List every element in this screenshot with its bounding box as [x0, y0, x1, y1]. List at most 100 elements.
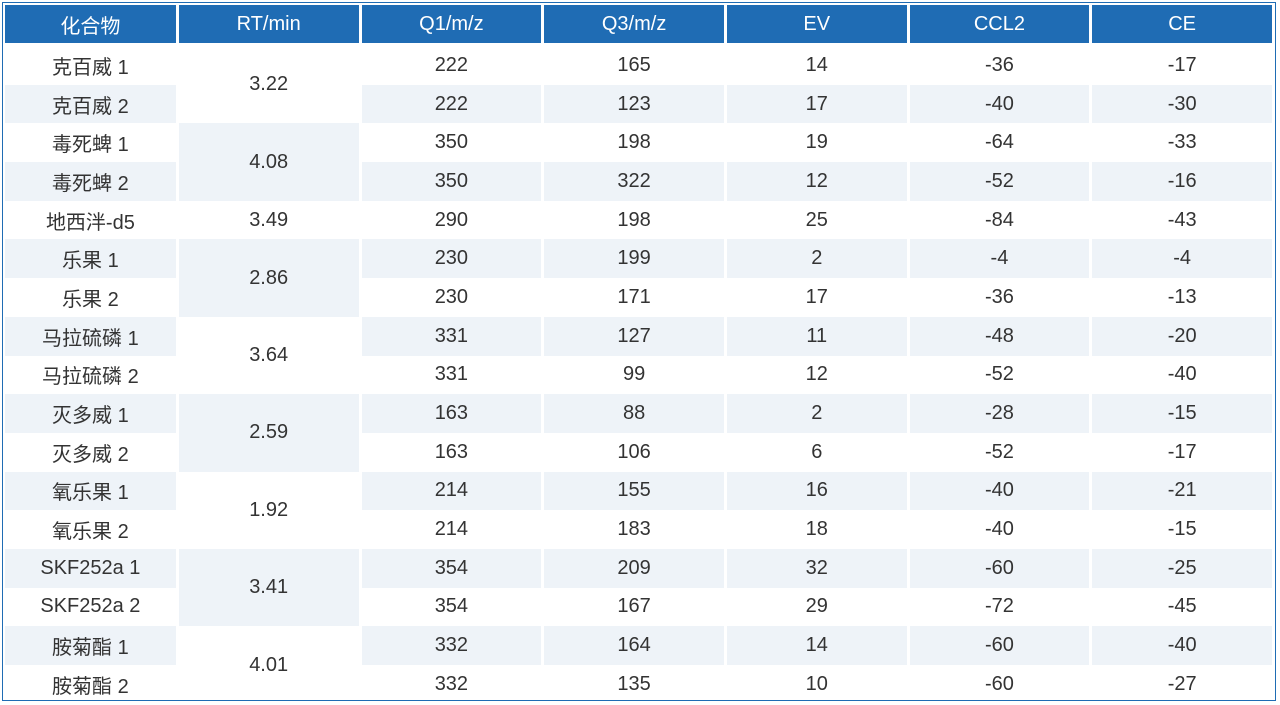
cell-compound: 乐果 2	[5, 278, 176, 317]
cell-q3: 198	[544, 200, 724, 240]
cell-q3: 199	[544, 239, 724, 279]
cell-q1: 350	[361, 162, 542, 201]
header-compound: 化合物	[5, 5, 176, 46]
cell-q1: 214	[361, 510, 542, 549]
cell-rt: 2.59	[178, 394, 359, 472]
cell-ev: 25	[726, 200, 907, 240]
cell-q3: 135	[544, 665, 724, 700]
cell-q3: 88	[544, 394, 724, 433]
cell-ccl2: -72	[909, 587, 1090, 627]
table-row: 乐果 2 230 171 17 -36 -13	[5, 278, 1272, 317]
table-row: 地西泮-d5 3.49 290 198 25 -84 -43	[5, 200, 1272, 240]
header-ccl2: CCL2	[909, 5, 1090, 46]
cell-ce: -20	[1092, 316, 1272, 356]
cell-rt: 4.01	[178, 626, 359, 700]
table-row: 灭多威 2 163 106 6 -52 -17	[5, 432, 1272, 472]
cell-compound: SKF252a 2	[5, 587, 176, 627]
cell-rt: 4.08	[178, 123, 359, 201]
cell-q3: 209	[544, 548, 724, 588]
cell-rt: 1.92	[178, 471, 359, 549]
cell-ccl2: -36	[909, 278, 1090, 317]
cell-compound: 马拉硫磷 2	[5, 355, 176, 395]
cell-compound: 灭多威 1	[5, 394, 176, 433]
table-row: 克百威 2 222 123 17 -40 -30	[5, 84, 1272, 124]
table-row: 乐果 1 2.86 230 199 2 -4 -4	[5, 239, 1272, 317]
cell-ev: 12	[726, 355, 907, 395]
cell-ce: -15	[1092, 510, 1272, 549]
cell-ce: -15	[1092, 394, 1272, 433]
cell-ce: -16	[1092, 162, 1272, 201]
cell-q1: 230	[361, 239, 542, 279]
cell-ev: 16	[726, 471, 907, 511]
cell-ccl2: -40	[909, 471, 1090, 511]
cell-compound: 乐果 1	[5, 239, 176, 279]
cell-compound: SKF252a 1	[5, 548, 176, 588]
cell-q1: 214	[361, 471, 542, 511]
cell-ccl2: -84	[909, 200, 1090, 240]
cell-ccl2: -40	[909, 510, 1090, 549]
cell-q1: 222	[361, 84, 542, 124]
cell-compound: 氧乐果 1	[5, 471, 176, 511]
cell-q3: 171	[544, 278, 724, 317]
cell-q3: 106	[544, 432, 724, 472]
cell-rt: 3.49	[178, 200, 359, 240]
cell-rt: 2.86	[178, 239, 359, 317]
mrm-parameter-table: 化合物 RT/min Q1/m/z Q3/m/z EV CCL2 CE 克百威 …	[3, 5, 1275, 700]
cell-ce: -30	[1092, 84, 1272, 124]
table-row: 克百威 1 3.22 222 165 14 -36 -17	[5, 46, 1272, 124]
cell-q3: 123	[544, 84, 724, 124]
header-q3: Q3/m/z	[544, 5, 724, 46]
cell-q3: 99	[544, 355, 724, 395]
cell-ce: -40	[1092, 355, 1272, 395]
cell-ev: 2	[726, 394, 907, 433]
table-row: 毒死蜱 1 4.08 350 198 19 -64 -33	[5, 123, 1272, 201]
cell-q3: 127	[544, 316, 724, 356]
cell-ev: 10	[726, 665, 907, 700]
cell-compound: 克百威 1	[5, 46, 176, 85]
cell-q1: 163	[361, 394, 542, 433]
cell-q1: 332	[361, 626, 542, 665]
cell-rt: 3.64	[178, 316, 359, 395]
header-row: 化合物 RT/min Q1/m/z Q3/m/z EV CCL2 CE	[5, 5, 1272, 46]
cell-compound: 克百威 2	[5, 84, 176, 124]
cell-q3: 164	[544, 626, 724, 665]
cell-ccl2: -60	[909, 665, 1090, 700]
cell-ev: 18	[726, 510, 907, 549]
cell-compound: 地西泮-d5	[5, 200, 176, 240]
table-row: 马拉硫磷 1 3.64 331 127 11 -48 -20	[5, 316, 1272, 395]
cell-ccl2: -36	[909, 46, 1090, 85]
table-row: SKF252a 1 3.41 354 209 32 -60 -25	[5, 548, 1272, 627]
cell-ccl2: -28	[909, 394, 1090, 433]
cell-rt: 3.41	[178, 548, 359, 627]
cell-ccl2: -52	[909, 355, 1090, 395]
cell-compound: 马拉硫磷 1	[5, 316, 176, 356]
cell-ce: -45	[1092, 587, 1272, 627]
cell-ce: -40	[1092, 626, 1272, 665]
cell-compound: 毒死蜱 2	[5, 162, 176, 201]
cell-ce: -21	[1092, 471, 1272, 511]
cell-q1: 331	[361, 355, 542, 395]
cell-compound: 胺菊酯 1	[5, 626, 176, 665]
cell-ccl2: -64	[909, 123, 1090, 163]
cell-ev: 6	[726, 432, 907, 472]
table-row: 马拉硫磷 2 331 99 12 -52 -40	[5, 355, 1272, 395]
cell-q3: 322	[544, 162, 724, 201]
cell-ev: 17	[726, 278, 907, 317]
cell-ev: 14	[726, 626, 907, 665]
cell-compound: 毒死蜱 1	[5, 123, 176, 163]
table-row: 氧乐果 2 214 183 18 -40 -15	[5, 510, 1272, 549]
header-rt: RT/min	[178, 5, 359, 46]
cell-ev: 17	[726, 84, 907, 124]
cell-ccl2: -48	[909, 316, 1090, 356]
cell-q1: 354	[361, 548, 542, 588]
cell-ev: 14	[726, 46, 907, 85]
table-row: 毒死蜱 2 350 322 12 -52 -16	[5, 162, 1272, 201]
cell-q1: 350	[361, 123, 542, 163]
cell-q3: 198	[544, 123, 724, 163]
cell-ccl2: -52	[909, 432, 1090, 472]
cell-q1: 290	[361, 200, 542, 240]
cell-q3: 155	[544, 471, 724, 511]
cell-ev: 11	[726, 316, 907, 356]
cell-ccl2: -52	[909, 162, 1090, 201]
